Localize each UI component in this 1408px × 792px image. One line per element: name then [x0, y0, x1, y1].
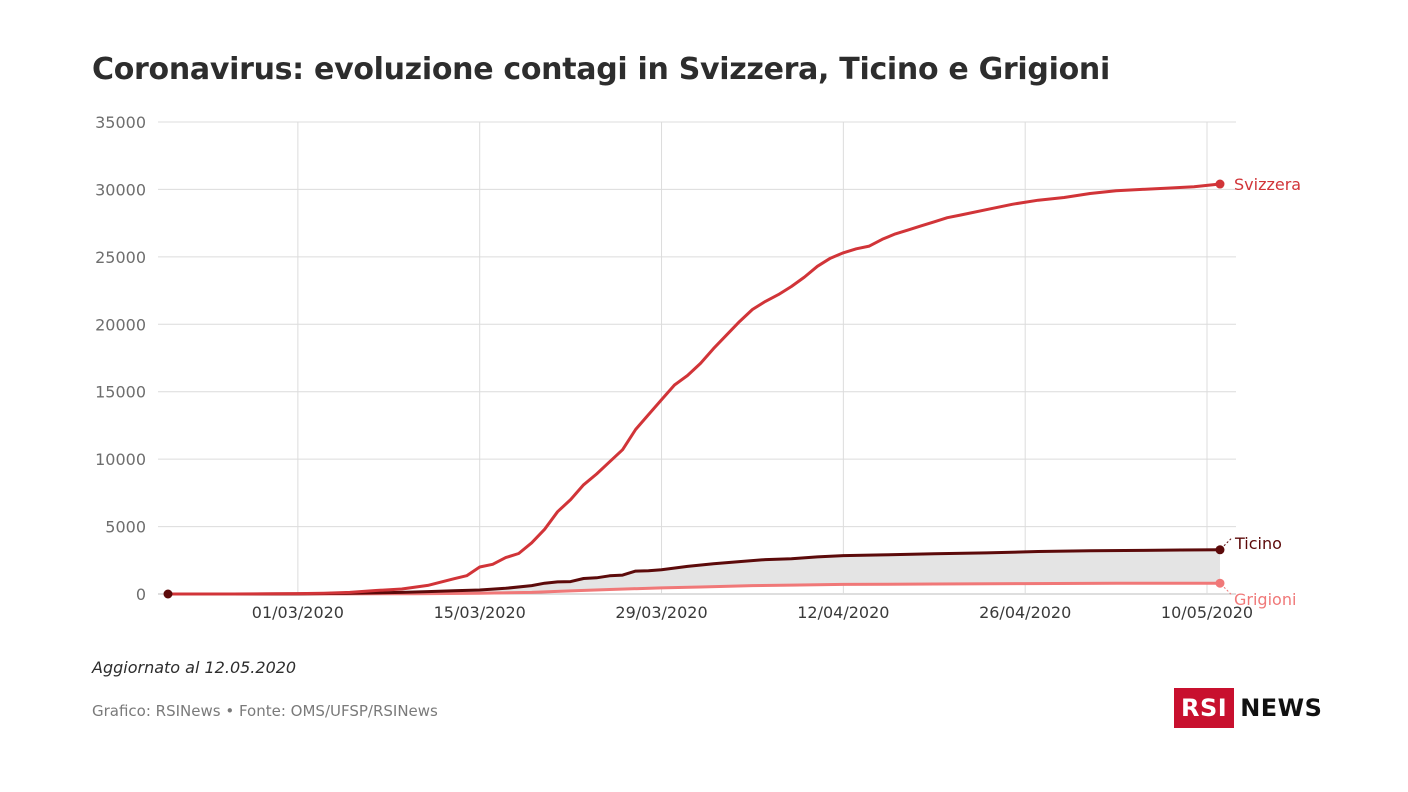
leader-ticino — [1223, 537, 1233, 547]
y-tick-label: 25000 — [95, 248, 146, 267]
line-chart: 0 5000 10000 15000 20000 25000 30000 35000 01/0… — [95, 113, 1301, 622]
x-tick-label: 15/03/2020 — [434, 603, 526, 622]
updated-note: Aggiornato al 12.05.2020 — [92, 658, 297, 677]
y-gridlines — [158, 121, 1236, 595]
leader-grigioni — [1223, 586, 1233, 596]
x-tick-label: 10/05/2020 — [1161, 603, 1253, 622]
logo-text: NEWS — [1240, 694, 1323, 722]
y-tick-label: 0 — [136, 585, 146, 604]
series-end-labels: Grigioni Ticino Svizzera — [1223, 175, 1301, 609]
endpoint-ticino — [1215, 545, 1225, 555]
x-tick-label: 12/04/2020 — [797, 603, 889, 622]
series-line-svizzera — [166, 182, 1222, 596]
rsi-news-logo: RSI NEWS — [1174, 688, 1322, 728]
x-tick-label: 01/03/2020 — [252, 603, 344, 622]
x-gridlines — [297, 122, 1208, 594]
source-note: Grafico: RSINews • Fonte: OMS/UFSP/RSINe… — [92, 702, 438, 720]
endpoint-grigioni — [1215, 578, 1225, 588]
x-tick-label: 26/04/2020 — [979, 603, 1071, 622]
series-label-grigioni: Grigioni — [1234, 590, 1296, 609]
y-tick-label: 15000 — [95, 383, 146, 402]
x-tick-label: 29/03/2020 — [615, 603, 707, 622]
y-tick-label: 20000 — [95, 315, 146, 334]
logo-box: RSI — [1174, 688, 1235, 728]
y-tick-label: 10000 — [95, 450, 146, 469]
chart-title: Coronavirus: evoluzione contagi in Svizz… — [92, 52, 1110, 87]
series-label-ticino: Ticino — [1234, 534, 1282, 553]
start-point — [163, 589, 173, 599]
x-axis-ticks: 01/03/2020 15/03/2020 29/03/2020 12/04/2020… — [252, 603, 1253, 622]
series-line-ticino — [166, 548, 1222, 596]
series-label-svizzera: Svizzera — [1234, 175, 1301, 194]
endpoint-svizzera — [1215, 179, 1225, 189]
y-tick-label: 5000 — [105, 518, 146, 537]
series-lines — [163, 179, 1225, 599]
y-axis-ticks: 0 5000 10000 15000 20000 25000 30000 35000 — [95, 113, 146, 604]
y-tick-label: 35000 — [95, 113, 146, 132]
y-tick-label: 30000 — [95, 180, 146, 199]
